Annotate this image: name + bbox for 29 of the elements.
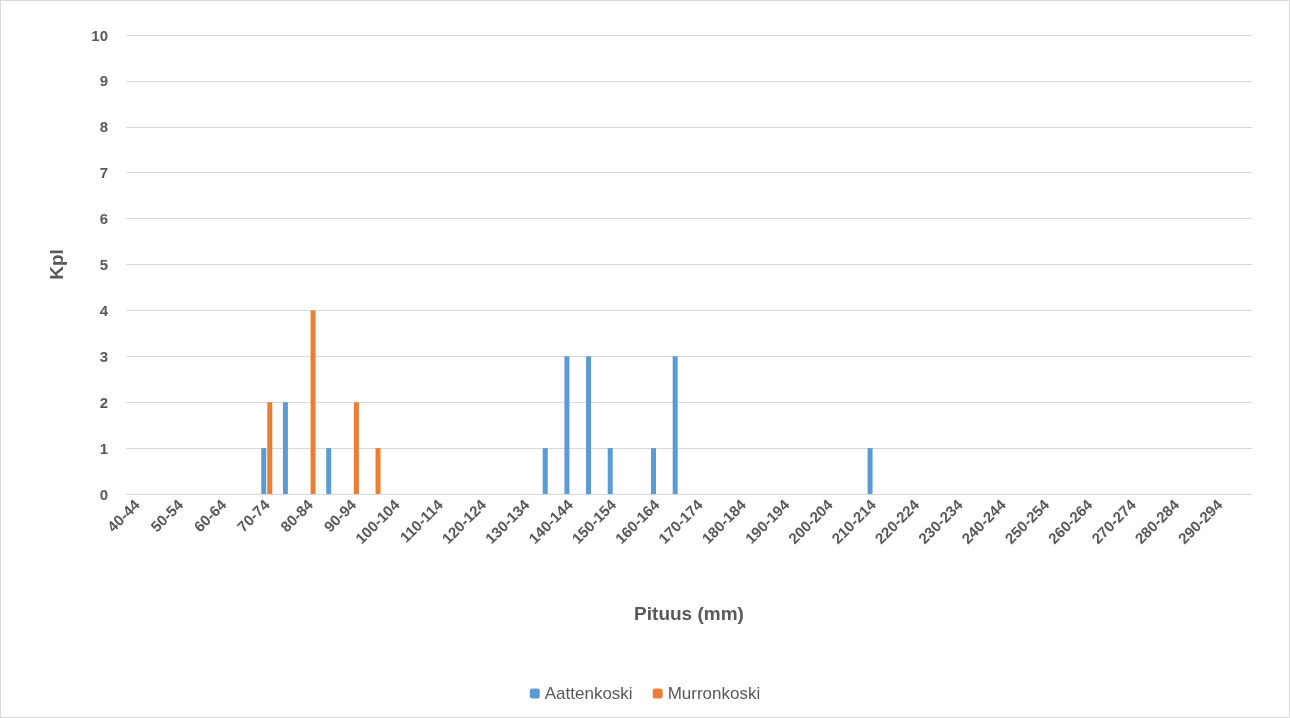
y-tick-label: 8	[99, 118, 108, 136]
y-tick-label: 10	[91, 26, 108, 44]
y-axis-title: Kpl	[46, 249, 67, 280]
bar	[261, 448, 267, 494]
y-tick-label: 5	[99, 256, 108, 273]
bar	[375, 448, 381, 494]
legend-label: Murronkoski	[667, 684, 761, 703]
bar	[282, 402, 288, 494]
y-tick-label: 3	[99, 347, 108, 365]
bar	[586, 356, 592, 494]
bar	[867, 448, 873, 494]
bar	[607, 448, 613, 494]
y-tick-label: 1	[99, 439, 108, 457]
bar	[651, 448, 657, 494]
bar	[353, 402, 359, 494]
bar	[564, 356, 570, 494]
y-tick-label: 9	[99, 72, 108, 90]
y-tick-label: 6	[99, 210, 108, 228]
bar	[267, 402, 273, 494]
legend-label: Aattenkoski	[544, 684, 633, 703]
y-tick-label: 2	[99, 393, 108, 411]
y-tick-label: 7	[99, 164, 108, 182]
bar	[310, 310, 316, 494]
bar	[326, 448, 332, 494]
x-axis-title: Pituus (mm)	[634, 603, 744, 624]
y-tick-label: 4	[99, 301, 109, 319]
bar	[542, 448, 548, 494]
y-tick-label: 0	[99, 485, 108, 503]
bar	[672, 356, 678, 494]
